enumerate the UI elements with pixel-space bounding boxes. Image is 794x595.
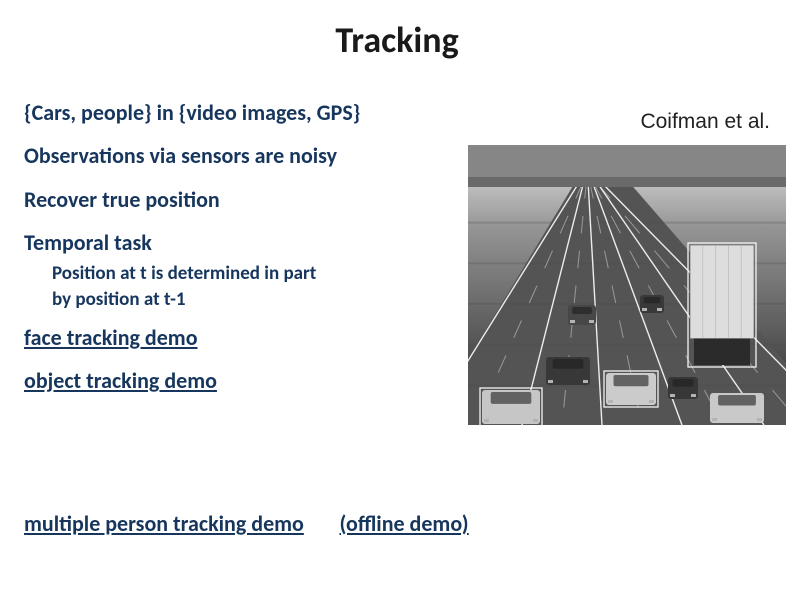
link-face-tracking[interactable]: face tracking demo	[24, 325, 454, 350]
body-text-block: {Cars, people} in {video images, GPS} Ob…	[24, 100, 454, 411]
slide: Tracking {Cars, people} in {video images…	[0, 0, 794, 595]
figure-caption: Coifman et al.	[640, 110, 770, 134]
link-object-tracking[interactable]: object tracking demo	[24, 368, 454, 393]
line-recover: Recover true position	[24, 187, 454, 212]
line-position-t-a: Position at t is determined in part	[52, 263, 454, 285]
highway-svg	[468, 145, 786, 425]
link-multiple-person[interactable]: multiple person tracking demo	[24, 510, 304, 537]
line-temporal: Temporal task	[24, 230, 454, 255]
line-position-t-b: by position at t-1	[52, 289, 454, 311]
highway-figure	[468, 145, 786, 425]
bottom-link-row: multiple person tracking demo (offline d…	[24, 510, 764, 537]
line-observations: Observations via sensors are noisy	[24, 143, 454, 168]
link-offline-demo[interactable]: (offline demo)	[340, 510, 469, 537]
line-cars-people: {Cars, people} in {video images, GPS}	[24, 100, 454, 125]
slide-title: Tracking	[0, 18, 794, 62]
